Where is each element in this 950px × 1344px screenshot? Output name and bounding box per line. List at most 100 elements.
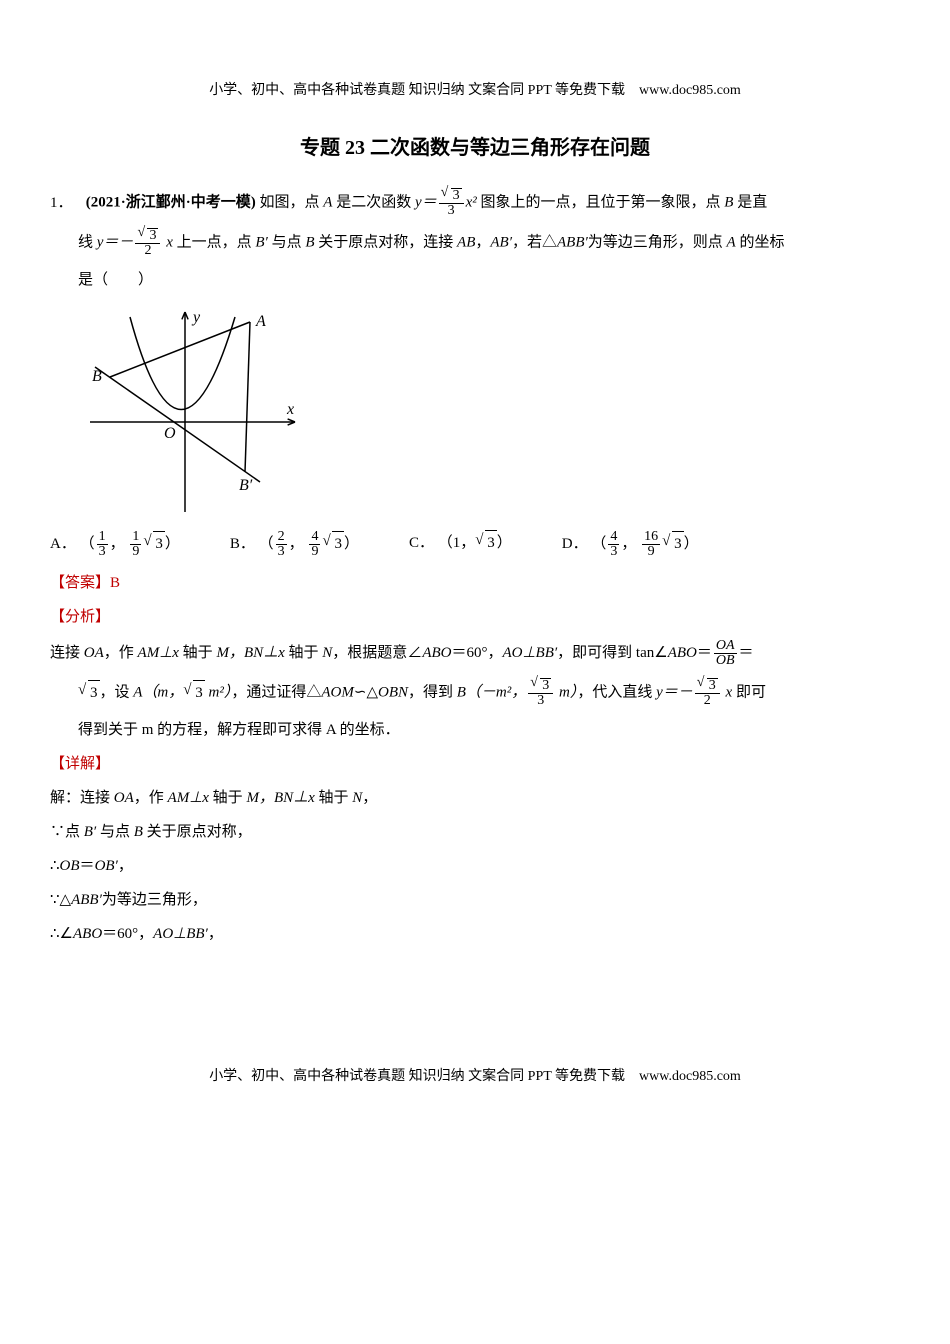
paren: （ (80, 536, 95, 552)
frac: 19 (130, 530, 141, 559)
var: AO⊥BB′ (502, 645, 557, 661)
var: ABB′ (71, 892, 102, 908)
svg-text:y: y (191, 309, 201, 326)
frac: 32 (695, 678, 720, 708)
option-D: D． （43， 1693） (562, 530, 699, 559)
detail-line-4: ∵△ABB′为等边三角形， (50, 888, 900, 912)
text: 为等边三角形， (102, 892, 207, 908)
var-OA: OA (84, 645, 104, 661)
sqrt: 3 (662, 531, 684, 556)
answer-value: B (110, 575, 120, 591)
svg-text:O: O (164, 425, 176, 442)
analysis-line-2: 3，设 A（m，3 m²），通过证得△AOM∽△OBN，得到 B（－m²，33 … (50, 678, 900, 708)
option-C: C． （1，3） (409, 530, 512, 559)
analysis-line-3: 得到关于 m 的方程，解方程即可求得 A 的坐标． (50, 718, 900, 742)
text: ，设 (100, 685, 134, 701)
option-B: B． （23， 493） (230, 530, 359, 559)
text: 为等边三角形，则点 (588, 235, 727, 251)
frac-sqrt3-over-3: 33 (439, 188, 464, 218)
answer-line: 【答案】B (50, 571, 900, 595)
var: B (134, 824, 143, 840)
text: ， (118, 858, 133, 874)
page-footer: 小学、初中、高中各种试卷真题 知识归纳 文案合同 PPT 等免费下载 www.d… (50, 1066, 900, 1088)
text: ） (497, 535, 512, 551)
text: 关于原点对称，连接 (315, 235, 458, 251)
text: 图象上的一点，且位于第一象限，点 (477, 195, 725, 211)
frac: 49 (309, 530, 320, 559)
var: OB′ (95, 858, 118, 874)
paren: （ (591, 536, 606, 552)
sqrt: 3 (475, 530, 497, 555)
detail-line-1: 解：连接 OA，作 AM⊥x 轴于 M，BN⊥x 轴于 N， (50, 786, 900, 810)
text: 与点 (268, 235, 306, 251)
text: 的坐标 (736, 235, 785, 251)
var: ABO (422, 645, 451, 661)
question-line-3: 是（ ） (50, 268, 900, 292)
var: M， (216, 645, 244, 661)
comma: ， (110, 536, 125, 552)
question-line-2: 线 y＝－32 x 上一点，点 B′ 与点 B 关于原点对称，连接 AB，AB′… (50, 228, 900, 258)
y-eq: y＝ (415, 195, 437, 211)
sqrt: 3 (322, 531, 344, 556)
text: 关于原点对称， (143, 824, 252, 840)
text: 解：连接 (50, 790, 114, 806)
frac: 13 (97, 530, 108, 559)
var-AB: AB (457, 235, 475, 251)
paren: ） (344, 536, 359, 552)
text: 是直 (733, 195, 767, 211)
svg-text:A: A (255, 313, 266, 330)
frac-OA-OB: OAOB (714, 639, 737, 668)
frac: 33 (528, 678, 553, 708)
eq: ＝ (739, 645, 754, 661)
text: ，若△ (512, 235, 557, 251)
text: 连接 (50, 645, 84, 661)
var: AM⊥x (138, 645, 179, 661)
var-x: x (166, 235, 173, 251)
text: ＝ (80, 858, 95, 874)
var: OB (60, 858, 80, 874)
text: ∽△ (354, 685, 378, 701)
text: 轴于 (179, 645, 217, 661)
y-eq-neg: y＝－ (97, 235, 134, 251)
detail-line-5: ∴∠ABO＝60°，AO⊥BB′， (50, 922, 900, 946)
var: M， (246, 790, 274, 806)
paren: ） (684, 536, 699, 552)
var-ABp: AB′ (490, 235, 512, 251)
comma: ， (289, 536, 304, 552)
var: B′ (84, 824, 96, 840)
comma: ， (621, 536, 636, 552)
text: 轴于 (209, 790, 247, 806)
opt-label: A． (50, 536, 76, 552)
text: ，代入直线 (577, 685, 656, 701)
question-line-1: 1． (2021·浙江鄞州·中考一模) 如图，点 A 是二次函数 y＝33x² … (50, 188, 900, 218)
text: 线 (78, 235, 97, 251)
var: AM⊥x (168, 790, 209, 806)
text: ∴∠ (50, 926, 73, 942)
text: （1， (438, 535, 476, 551)
var: OA (114, 790, 134, 806)
var-A: A (727, 235, 736, 251)
var: ABO (668, 645, 697, 661)
opt-label: B． (230, 536, 255, 552)
question-number: 1． (50, 191, 82, 215)
analysis-line-1: 连接 OA，作 AM⊥x 轴于 M，BN⊥x 轴于 N，根据题意∠ABO＝60°… (50, 639, 900, 668)
detail-line-2: ∵点 B′ 与点 B 关于原点对称， (50, 820, 900, 844)
text: ，通过证得△ (231, 685, 321, 701)
page-header: 小学、初中、高中各种试卷真题 知识归纳 文案合同 PPT 等免费下载 www.d… (50, 80, 900, 102)
sqrt: 3 (143, 531, 165, 556)
question-figure: ABB′Oxy (70, 302, 310, 522)
text: 如图，点 (260, 195, 324, 211)
option-A: A． （13， 193） (50, 530, 180, 559)
var: AO⊥BB′ (153, 926, 208, 942)
text: 即可 (732, 685, 766, 701)
source-tag: (2021·浙江鄞州·中考一模) (86, 195, 256, 211)
paren: （ (259, 536, 274, 552)
var-ABBp: ABB′ (557, 235, 588, 251)
var: BN⊥x (244, 645, 285, 661)
text: ，作 (104, 645, 138, 661)
text: 轴于 (315, 790, 353, 806)
var: AOM (321, 685, 354, 701)
text: ， (362, 790, 377, 806)
text: ∴ (50, 858, 60, 874)
doc-title: 专题 23 二次函数与等边三角形存在问题 (50, 132, 900, 164)
